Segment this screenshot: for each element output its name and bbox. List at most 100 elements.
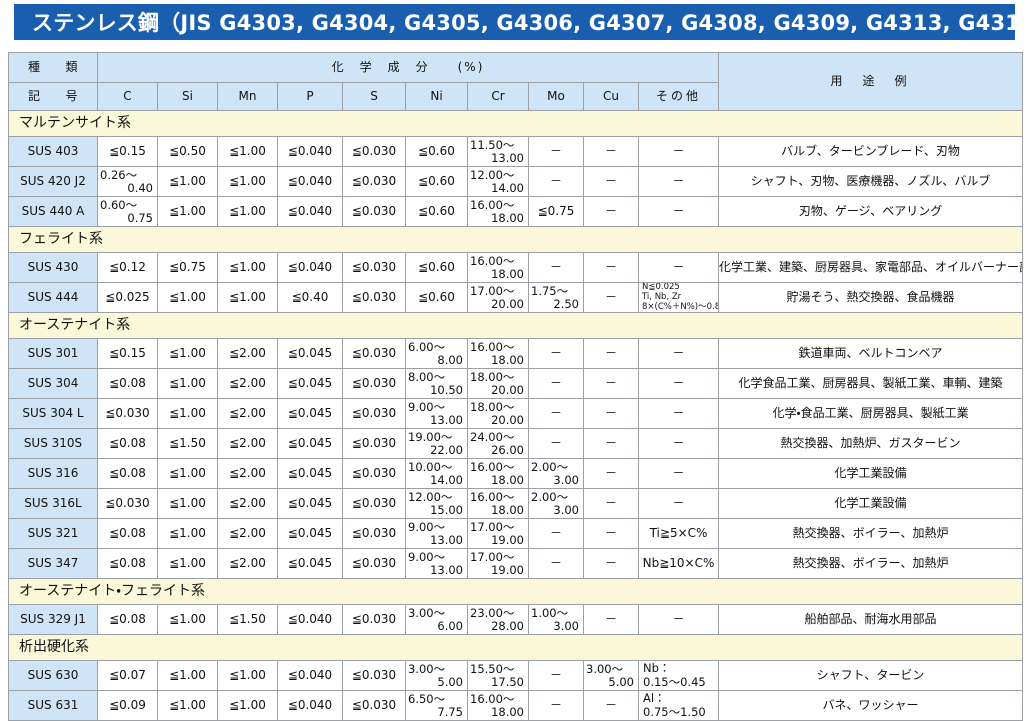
cell-si: ≦1.00 (157, 660, 218, 692)
cell-cu: － (583, 458, 639, 490)
cell-other: － (637, 398, 720, 430)
stainless-steel-spec-table: 種 類 化 学 成 分 (%) 用 途 例 記 号 C Si Mn P S Ni… (7, 52, 1024, 721)
cell-s: ≦0.030 (342, 458, 406, 490)
cell-si: ≦1.00 (157, 398, 218, 430)
cell-s: ≦0.030 (342, 136, 406, 167)
cell-c: ≦0.15 (97, 338, 158, 370)
cell-mn: ≦2.00 (217, 488, 278, 520)
cell-mo: 2.00～ 3.00 (528, 458, 584, 490)
cell-mo: － (528, 136, 584, 167)
use-example-cell: 化学・食品工業、厨房器具、製紙工業 (718, 398, 1024, 430)
cell-s: ≦0.030 (342, 518, 406, 550)
use-example-cell: 貯湯そう、熱交換器、食品機器 (718, 281, 1024, 314)
use-example-cell: 鉄道車両、ベルトコンベア (718, 338, 1024, 370)
cell-cr: 17.00～ 20.00 (467, 281, 529, 314)
cell-si: ≦1.00 (157, 518, 218, 550)
cell-mo: 1.00～ 3.00 (528, 604, 584, 636)
cell-mo: － (528, 548, 584, 580)
cell-si: ≦1.00 (157, 338, 218, 370)
table-row: SUS 630 ≦0.07 ≦1.00 ≦1.00 ≦0.040 ≦0.030 3.00～ 5… (8, 660, 1024, 692)
cell-c: ≦0.08 (97, 458, 158, 490)
use-example-cell: シャフト、刃物、医療機器、ノズル、バルブ (718, 166, 1024, 197)
cell-other: N≦0.025 Ti, Nb, Zr 8×(C%＋N%)～0.80 (637, 281, 720, 314)
cell-si: ≦1.00 (157, 604, 218, 636)
cell-cr: 16.00～ 18.00 (467, 252, 529, 283)
table-row: SUS 310S ≦0.08 ≦1.50 ≦2.00 ≦0.045 ≦0.030 19.00… (8, 428, 1024, 460)
cell-p: ≦0.045 (277, 398, 343, 430)
cell-cu: － (583, 136, 639, 167)
table-header: 種 類 化 学 成 分 (%) 用 途 例 記 号 C Si Mn P S Ni… (8, 52, 1024, 111)
grade-cell: SUS 304 L (8, 398, 98, 430)
cell-cr: 23.00～ 28.00 (467, 604, 529, 636)
header-element-cr: Cr (467, 82, 529, 111)
cell-ni: ≦0.60 (405, 136, 468, 167)
cell-c: ≦0.08 (97, 428, 158, 460)
cell-mn: ≦1.00 (217, 196, 278, 227)
cell-p: ≦0.045 (277, 548, 343, 580)
cell-c: 0.26～ 0.40 (97, 166, 158, 197)
cell-other: － (637, 604, 720, 636)
grade-cell: SUS 304 (8, 368, 98, 400)
cell-other: Ti≧5×C% (637, 518, 720, 550)
cell-ni: 9.00～ 13.00 (405, 398, 468, 430)
table-row: SUS 430 ≦0.12 ≦0.75 ≦1.00 ≦0.040 ≦0.030 ≦0.60 1… (8, 252, 1024, 283)
cell-cr: 16.00～ 18.00 (467, 196, 529, 227)
cell-si: ≦1.00 (157, 458, 218, 490)
cell-other: － (637, 458, 720, 490)
cell-c: ≦0.12 (97, 252, 158, 283)
cell-other: － (637, 166, 720, 197)
cell-cu: － (583, 338, 639, 370)
cell-s: ≦0.030 (342, 166, 406, 197)
cell-s: ≦0.030 (342, 488, 406, 520)
cell-c: ≦0.025 (97, 281, 158, 314)
table-row: SUS 301 ≦0.15 ≦1.00 ≦2.00 ≦0.045 ≦0.030 6.00～ 8… (8, 338, 1024, 370)
cell-mo: ≦0.75 (528, 196, 584, 227)
cell-cr: 17.00～ 19.00 (467, 548, 529, 580)
cell-p: ≦0.40 (277, 281, 343, 314)
header-chemical-composition: 化 学 成 分 (%) (96, 52, 720, 83)
cell-c: 0.60～ 0.75 (97, 196, 158, 227)
grade-cell: SUS 316 (8, 458, 98, 490)
table-row: SUS 304 L ≦0.030 ≦1.00 ≦2.00 ≦0.045 ≦0.030 9.0… (8, 398, 1024, 430)
cell-mn: ≦2.00 (217, 548, 278, 580)
cell-s: ≦0.030 (342, 252, 406, 283)
cell-mn: ≦2.00 (217, 398, 278, 430)
table-row: SUS 440 A 0.60～ 0.75 ≦1.00 ≦1.00 ≦0.040 ≦0.030… (8, 196, 1024, 227)
table-row: SUS 444 ≦0.025 ≦1.00 ≦1.00 ≦0.40 ≦0.030 ≦0.60 1… (8, 281, 1024, 314)
cell-c: ≦0.08 (97, 368, 158, 400)
cell-cu: － (583, 368, 639, 400)
grade-cell: SUS 321 (8, 518, 98, 550)
cell-mo: － (528, 428, 584, 460)
header-kind-line2: 記 号 (8, 82, 98, 111)
cell-other: － (637, 196, 720, 227)
cell-cr: 18.00～ 20.00 (467, 398, 529, 430)
use-example-cell: 船舶部品、耐海水用部品 (718, 604, 1024, 636)
cell-p: ≦0.040 (277, 660, 343, 692)
table-row: SUS 321 ≦0.08 ≦1.00 ≦2.00 ≦0.045 ≦0.030 9.00～ 1… (8, 518, 1024, 550)
cell-cu: － (583, 604, 639, 636)
cell-p: ≦0.040 (277, 166, 343, 197)
header-element-mo: Mo (528, 82, 584, 111)
header-element-s: S (342, 82, 406, 111)
table-row: SUS 304 ≦0.08 ≦1.00 ≦2.00 ≦0.045 ≦0.030 8.00～ 1… (8, 368, 1024, 400)
cell-mo: － (528, 398, 584, 430)
cell-other: － (637, 136, 720, 167)
cell-p: ≦0.045 (277, 458, 343, 490)
cell-mo: － (528, 166, 584, 197)
cell-s: ≦0.030 (342, 338, 406, 370)
header-row-group: 種 類 化 学 成 分 (%) 用 途 例 (8, 52, 1024, 111)
cell-mn: ≦1.00 (217, 136, 278, 167)
cell-mn: ≦1.00 (217, 281, 278, 314)
cell-ni: ≦0.60 (405, 281, 468, 314)
cell-mn: ≦1.00 (217, 166, 278, 197)
use-example-cell: 熱交換器、ボイラー、加熱炉 (718, 548, 1024, 580)
use-example-cell: 化学工業設備 (718, 458, 1024, 490)
cell-si: ≦1.50 (157, 428, 218, 460)
cell-si: ≦1.00 (157, 488, 218, 520)
cell-cr: 16.00～ 18.00 (467, 488, 529, 520)
cell-cu: － (583, 428, 639, 460)
cell-other: － (637, 488, 720, 520)
cell-ni: 3.00～ 6.00 (405, 604, 468, 636)
cell-p: ≦0.040 (277, 604, 343, 636)
cell-cr: 17.00～ 19.00 (467, 518, 529, 550)
